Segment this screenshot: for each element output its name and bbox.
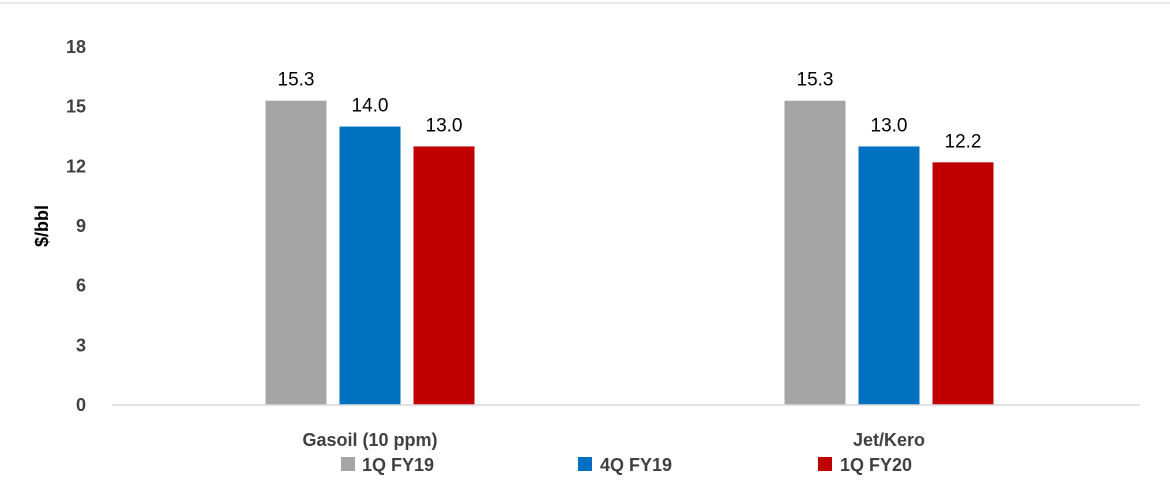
legend-swatch [341,457,355,471]
bar [932,162,994,405]
bar [339,126,401,406]
data-label: 13.0 [871,115,908,136]
bar [784,100,846,405]
data-label: 15.3 [278,70,315,91]
legend-label: 1Q FY19 [362,455,434,475]
data-label: 15.3 [797,70,834,91]
y-tick-label: 9 [76,216,86,236]
y-tick-label: 12 [66,156,86,176]
y-axis-title: $/bbl [32,205,52,247]
y-tick-label: 15 [66,97,86,117]
y-tick-label: 6 [76,276,86,296]
x-category-label: Jet/Kero [853,430,925,450]
legend-label: 1Q FY20 [840,455,912,475]
bars: 15.3 14.0 13.0 15.3 13.0 12.2 [265,70,994,406]
data-label: 12.2 [945,131,982,152]
legend-swatch [578,457,592,471]
y-axis: 0 3 6 9 12 15 18 [66,37,86,415]
y-tick-label: 3 [76,335,86,355]
legend-label: 4Q FY19 [600,455,672,475]
bar [265,100,327,405]
bar [858,146,920,405]
legend: 1Q FY19 4Q FY19 1Q FY20 [341,455,912,475]
bar [413,146,475,405]
x-axis: Gasoil (10 ppm) Jet/Kero [112,404,1140,450]
data-label: 14.0 [352,96,389,117]
data-label: 13.0 [426,115,463,136]
y-tick-label: 0 [76,395,86,415]
y-tick-label: 18 [66,37,86,57]
legend-swatch [818,457,832,471]
x-category-label: Gasoil (10 ppm) [302,430,437,450]
